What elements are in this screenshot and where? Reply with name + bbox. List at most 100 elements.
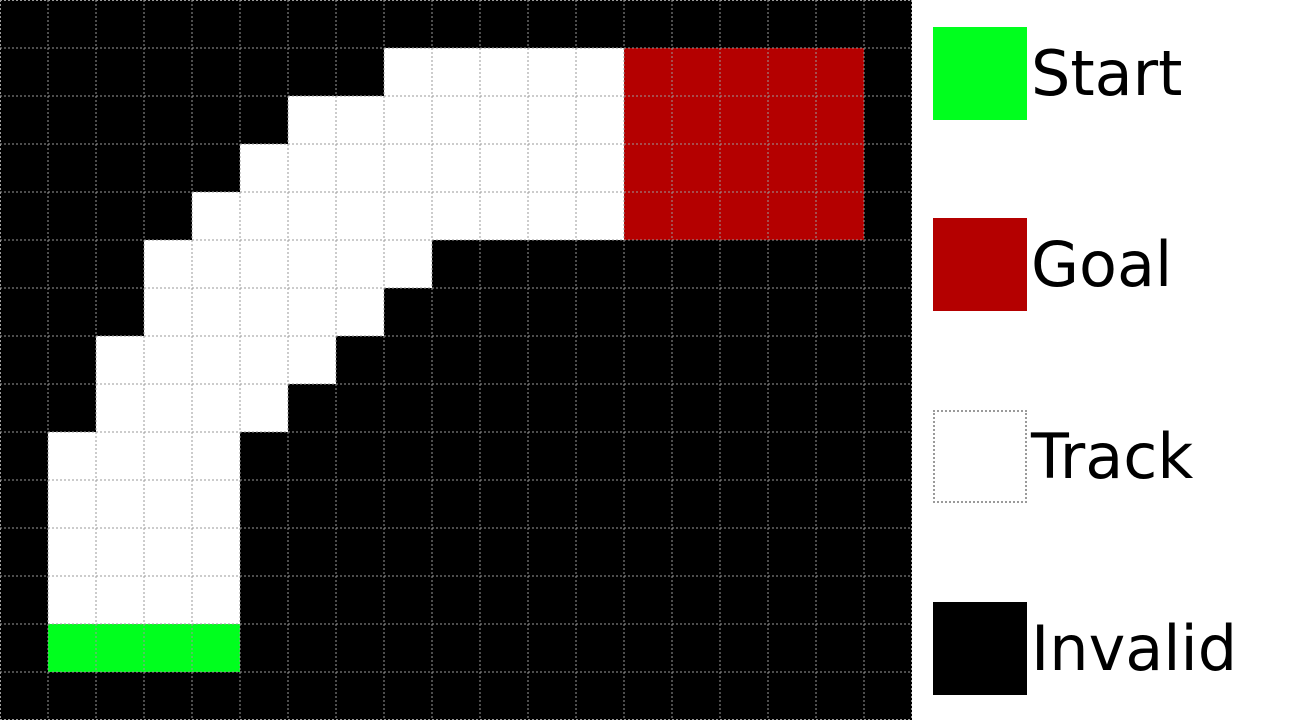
grid-cell-invalid xyxy=(864,432,912,480)
grid-cell-invalid xyxy=(768,672,816,720)
grid-cell-invalid xyxy=(816,672,864,720)
grid-cell-track xyxy=(288,336,336,384)
grid-cell-invalid xyxy=(0,336,48,384)
grid-cell-invalid xyxy=(768,432,816,480)
grid-cell-invalid xyxy=(480,336,528,384)
grid-cell-invalid xyxy=(672,528,720,576)
grid-cell-invalid xyxy=(624,0,672,48)
grid-cell-invalid xyxy=(144,0,192,48)
grid-cell-goal xyxy=(816,48,864,96)
grid-cell-invalid xyxy=(528,384,576,432)
grid-cell-invalid xyxy=(432,240,480,288)
grid-cell-invalid xyxy=(48,48,96,96)
grid-cell-track xyxy=(432,96,480,144)
grid-cell-track xyxy=(192,240,240,288)
legend-invalid: Invalid xyxy=(933,602,1302,695)
grid-cell-track xyxy=(576,192,624,240)
legend-goal: Goal xyxy=(933,218,1302,311)
grid-cell-invalid xyxy=(432,624,480,672)
grid-cell-invalid xyxy=(288,528,336,576)
grid-cell-track xyxy=(336,288,384,336)
grid-cell-track xyxy=(96,432,144,480)
grid-cell-invalid xyxy=(48,144,96,192)
grid-cell-invalid xyxy=(672,480,720,528)
grid-cell-track xyxy=(384,48,432,96)
grid-cell-track xyxy=(48,576,96,624)
grid-cell-track xyxy=(528,192,576,240)
grid-cell-track xyxy=(240,384,288,432)
grid-cell-invalid xyxy=(576,480,624,528)
grid-cell-track xyxy=(192,480,240,528)
grid-cell-invalid xyxy=(192,48,240,96)
grid-cell-track xyxy=(192,288,240,336)
legend-swatch-invalid xyxy=(933,602,1027,695)
grid-cell-track xyxy=(192,528,240,576)
grid-cell-track xyxy=(144,480,192,528)
grid-cell-invalid xyxy=(384,0,432,48)
grid-cell-track xyxy=(480,48,528,96)
grid-cell-invalid xyxy=(864,576,912,624)
grid-cell-invalid xyxy=(864,672,912,720)
grid-cell-track xyxy=(288,240,336,288)
grid-cell-track xyxy=(576,144,624,192)
grid-cell-invalid xyxy=(864,288,912,336)
grid-cell-invalid xyxy=(816,0,864,48)
grid-cell-invalid xyxy=(384,624,432,672)
grid-cell-invalid xyxy=(96,144,144,192)
grid-cell-invalid xyxy=(576,0,624,48)
grid-cell-invalid xyxy=(720,576,768,624)
grid-cell-invalid xyxy=(624,432,672,480)
grid-cell-invalid xyxy=(672,384,720,432)
grid-cell-invalid xyxy=(720,672,768,720)
grid-cell-start xyxy=(96,624,144,672)
grid-cell-track xyxy=(192,576,240,624)
grid-cell-goal xyxy=(816,192,864,240)
grid-cell-invalid xyxy=(816,336,864,384)
grid-cell-goal xyxy=(624,48,672,96)
grid-cell-invalid xyxy=(432,288,480,336)
grid-cell-invalid xyxy=(96,288,144,336)
grid-cell-goal xyxy=(768,192,816,240)
grid-cell-invalid xyxy=(192,144,240,192)
grid-cell-invalid xyxy=(288,576,336,624)
grid-cell-invalid xyxy=(816,480,864,528)
grid-cell-track xyxy=(336,96,384,144)
grid-cell-invalid xyxy=(48,0,96,48)
grid-cell-invalid xyxy=(0,0,48,48)
grid-cell-invalid xyxy=(864,240,912,288)
grid-cell-invalid xyxy=(672,576,720,624)
grid-cell-invalid xyxy=(0,672,48,720)
grid-cell-invalid xyxy=(528,528,576,576)
grid-cell-invalid xyxy=(240,576,288,624)
grid-cell-invalid xyxy=(288,672,336,720)
grid-cell-invalid xyxy=(0,240,48,288)
grid-cell-invalid xyxy=(288,0,336,48)
grid-cell-invalid xyxy=(576,672,624,720)
grid-cell-invalid xyxy=(384,576,432,624)
grid-cell-track xyxy=(288,96,336,144)
grid-cell-invalid xyxy=(864,192,912,240)
grid-cell-invalid xyxy=(384,432,432,480)
grid-cell-track xyxy=(384,144,432,192)
grid-cell-invalid xyxy=(864,48,912,96)
grid-cell-invalid xyxy=(624,384,672,432)
grid-cell-invalid xyxy=(384,528,432,576)
grid-cell-invalid xyxy=(432,432,480,480)
grid-cell-invalid xyxy=(336,528,384,576)
grid-cell-invalid xyxy=(720,0,768,48)
grid-cell-invalid xyxy=(672,288,720,336)
grid-cell-invalid xyxy=(240,624,288,672)
grid-cell-invalid xyxy=(96,48,144,96)
grid-cell-invalid xyxy=(384,384,432,432)
grid-cell-invalid xyxy=(384,288,432,336)
grid-cell-invalid xyxy=(864,384,912,432)
grid-cell-invalid xyxy=(624,576,672,624)
grid-cell-goal xyxy=(768,144,816,192)
grid-cell-invalid xyxy=(624,240,672,288)
grid-cell-track xyxy=(336,192,384,240)
grid-cell-invalid xyxy=(528,288,576,336)
grid-cell-invalid xyxy=(336,336,384,384)
legend-track: Track xyxy=(933,410,1302,503)
grid-cell-invalid xyxy=(672,240,720,288)
grid-cell-invalid xyxy=(432,384,480,432)
